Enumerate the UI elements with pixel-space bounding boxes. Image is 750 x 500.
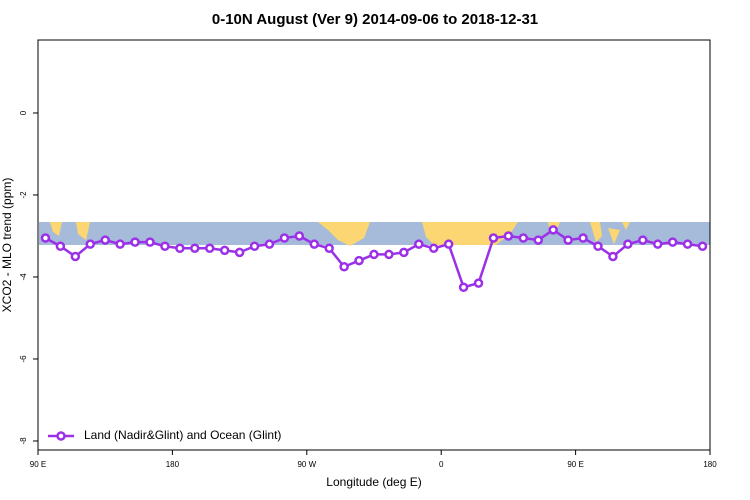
point — [384, 249, 394, 260]
point — [175, 243, 185, 254]
point — [70, 251, 81, 262]
point — [339, 261, 349, 272]
point — [219, 245, 230, 256]
point — [369, 249, 379, 260]
point — [234, 247, 245, 258]
point — [623, 239, 633, 249]
point — [473, 278, 484, 288]
point — [130, 237, 140, 247]
point — [563, 235, 573, 245]
point — [264, 239, 275, 249]
point — [667, 237, 678, 247]
point — [458, 282, 469, 292]
plot-frame — [37, 39, 711, 451]
point — [204, 243, 215, 254]
point — [682, 239, 693, 249]
point — [443, 239, 454, 249]
point — [503, 231, 514, 241]
point — [160, 241, 170, 251]
point — [697, 241, 708, 251]
point — [324, 243, 334, 254]
chart-title: 0-10N August (Ver 9) 2014-09-06 to 2018-… — [212, 11, 538, 28]
x-tick-label: 0 — [439, 460, 444, 469]
point — [608, 251, 618, 262]
x-tick-label: 90 W — [297, 460, 316, 469]
point — [40, 233, 51, 243]
y-tick-label: 0 — [19, 110, 28, 115]
x-tick-label: 90 E — [30, 460, 46, 469]
point — [190, 243, 200, 254]
point — [414, 239, 424, 249]
x-tick-label: 180 — [703, 460, 717, 469]
x-tick-label: 180 — [166, 460, 180, 469]
point — [518, 233, 529, 243]
point — [249, 241, 260, 251]
point — [309, 239, 320, 249]
y-tick-label: -8 — [19, 437, 28, 445]
point — [399, 247, 409, 258]
point — [533, 235, 544, 245]
legend-label: Land (Nadir&Glint) and Ocean (Glint) — [84, 428, 281, 442]
point — [100, 235, 110, 245]
point — [279, 233, 290, 243]
point — [428, 243, 439, 254]
point — [354, 255, 364, 266]
y-tick-label: -6 — [19, 355, 28, 363]
point — [638, 235, 648, 245]
point — [593, 241, 603, 251]
x-axis-label: Longitude (deg E) — [326, 475, 421, 489]
point — [578, 233, 588, 243]
point — [488, 233, 499, 243]
point — [145, 237, 155, 247]
point — [115, 239, 125, 249]
point — [548, 225, 558, 235]
y-tick-label: -2 — [19, 191, 28, 199]
y-axis-label: XCO2 - MLO trend (ppm) — [0, 178, 14, 313]
x-tick-label: 90 E — [567, 460, 583, 469]
y-tick-label: -4 — [19, 273, 28, 281]
point — [85, 239, 96, 249]
point — [652, 239, 663, 249]
point — [294, 231, 305, 241]
point — [55, 241, 66, 251]
legend-marker — [56, 431, 66, 441]
